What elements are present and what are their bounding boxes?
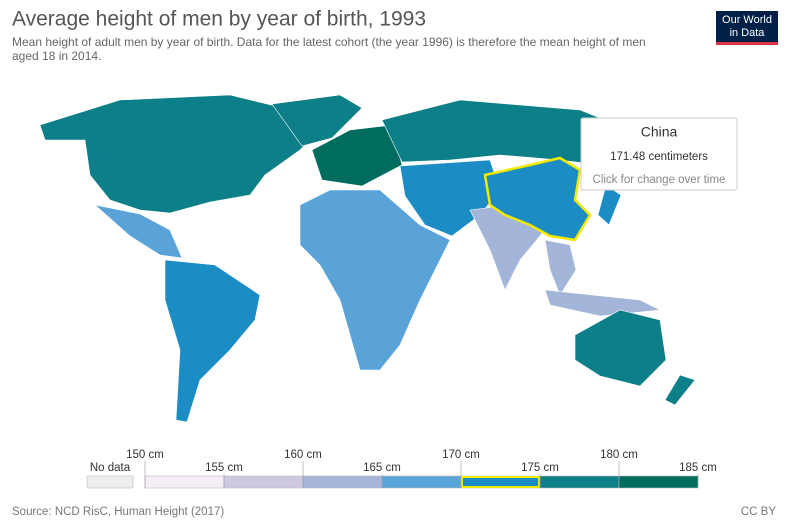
logo-text: Our World [722, 14, 772, 26]
new-zealand[interactable] [664, 374, 696, 406]
legend-bin [539, 475, 620, 489]
legend-bin [223, 475, 304, 489]
legend-bin [144, 475, 225, 489]
japan[interactable] [597, 184, 622, 226]
legend-bin [618, 475, 699, 489]
legend-tick-label: 155 cm [205, 462, 243, 474]
tooltip-value: 171.48 centimeters [610, 151, 708, 163]
africa[interactable] [299, 189, 451, 371]
tooltip: China 171.48 centimeters Click for chang… [580, 117, 738, 191]
southeast-asia[interactable] [544, 239, 577, 296]
indonesia[interactable] [544, 289, 662, 317]
north-america[interactable] [39, 94, 326, 214]
title: Average height of men by year of birth, … [12, 8, 426, 31]
europe[interactable] [311, 124, 403, 187]
legend-tick-label: 185 cm [679, 462, 717, 474]
legend-tick-label: 160 cm [284, 449, 322, 461]
china[interactable] [483, 156, 592, 242]
logo[interactable]: Our World in Data [716, 11, 778, 45]
legend-tick-label: 150 cm [126, 449, 164, 461]
greenland[interactable] [271, 94, 363, 147]
logo-bg [716, 11, 778, 44]
map[interactable] [39, 94, 696, 423]
legend-bin [381, 475, 462, 489]
legend-tick-label: 165 cm [363, 462, 401, 474]
australia[interactable] [574, 309, 667, 387]
tooltip-box [580, 117, 738, 191]
tooltip-country: China [641, 124, 678, 140]
logo-bar [716, 42, 778, 45]
no-data-swatch [86, 475, 134, 489]
south-america[interactable] [164, 259, 261, 423]
legend-highlight [461, 476, 540, 488]
legend-tick-label: 180 cm [600, 449, 638, 461]
no-data-label: No data [90, 462, 131, 474]
source: Source: NCD RisC, Human Height (2017) [12, 506, 224, 518]
tooltip-hint: Click for change over time [593, 174, 726, 186]
license: CC BY [741, 506, 776, 518]
legend-bin [302, 475, 383, 489]
russia[interactable] [381, 99, 621, 166]
central-america[interactable] [93, 204, 183, 259]
subtitle: Mean height of adult men by year of birt… [12, 35, 646, 49]
legend: No data 150 cm 155 cm 160 cm 165 cm 170 cm 17… [86, 449, 717, 489]
legend-tick-label: 170 cm [442, 449, 480, 461]
legend-tick-label: 175 cm [521, 462, 559, 474]
subtitle: aged 18 in 2014. [12, 49, 101, 63]
logo-text: in Data [730, 27, 766, 39]
